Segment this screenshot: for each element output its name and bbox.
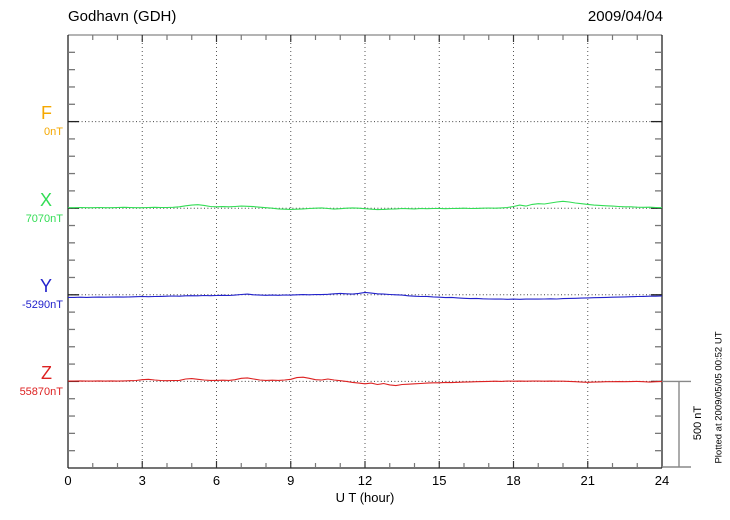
x-tick-label-6: 6	[212, 473, 221, 488]
scale-bar-label: 500 nT	[692, 405, 704, 441]
plotted-at-footnote: Plotted at 2009/05/05 00:52 UT	[713, 331, 725, 464]
x-tick-label-3: 3	[138, 473, 146, 488]
channel-label-y: Y	[39, 276, 52, 296]
trace-y	[68, 291, 663, 300]
x-tick-label-15: 15	[432, 473, 447, 488]
channel-label-f: F	[41, 103, 52, 123]
trace-x	[68, 200, 663, 211]
x-tick-label-18: 18	[506, 473, 521, 488]
channel-label-x: X	[39, 190, 52, 210]
x-tick-label-9: 9	[287, 473, 295, 488]
channel-baseline-z: 55870nT	[19, 386, 63, 398]
x-tick-label-21: 21	[580, 473, 595, 488]
channel-baseline-f: 0nT	[44, 126, 63, 138]
channel-baseline-x: 7070nT	[25, 213, 63, 225]
date-label: 2009/04/04	[587, 8, 663, 25]
channel-label-z: Z	[41, 363, 52, 383]
page-title: Godhavn (GDH)	[68, 8, 177, 25]
x-axis-title: U T (hour)	[335, 490, 395, 505]
trace-z	[68, 376, 663, 387]
x-tick-label-24: 24	[654, 473, 670, 488]
x-tick-label-0: 0	[64, 473, 72, 488]
channel-baseline-y: -5290nT	[22, 299, 63, 311]
x-tick-label-12: 12	[357, 473, 373, 488]
